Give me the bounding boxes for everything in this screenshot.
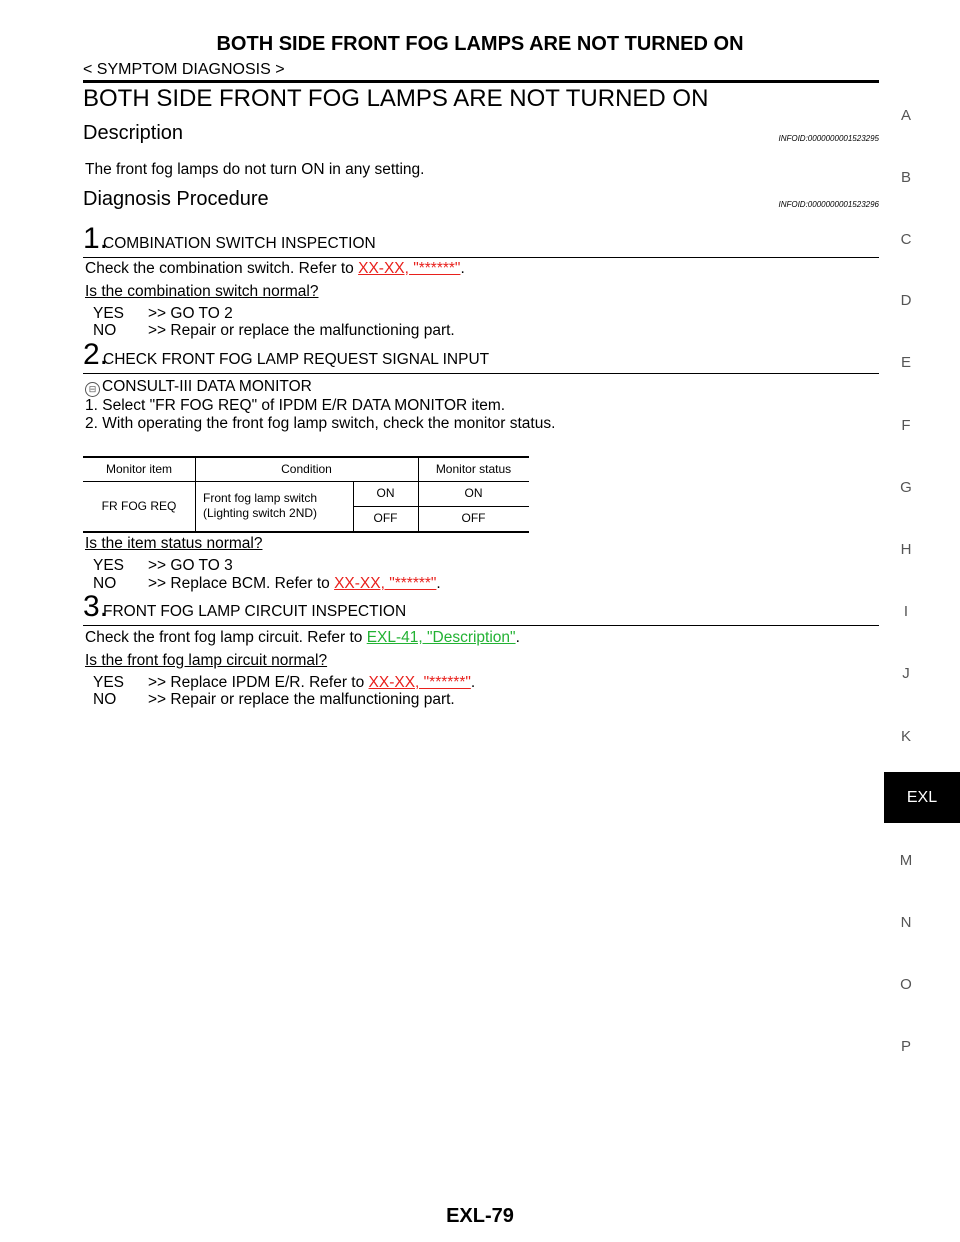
step1-yes-key: YES [93, 305, 125, 322]
table-header-condition: Condition [281, 462, 332, 476]
table-cell-status: ON [464, 486, 483, 500]
step3-text-prefix: Check the front fog lamp circuit. Refer … [85, 629, 367, 646]
step3-no-text: >> Repair or replace the malfunctioning … [148, 691, 455, 708]
step2-no: NO >> Replace BCM. Refer to XX-XX, "*****… [93, 575, 441, 593]
step1-number: 1. [83, 222, 109, 255]
step2-yes: YES >> GO TO 3 [93, 557, 233, 575]
step3-text-suffix: . [515, 629, 520, 646]
sidebar-index-i[interactable]: I [903, 603, 909, 620]
table-cell-item: FR FOG REQ [101, 499, 177, 513]
step2-no-text-prefix: >> Replace BCM. Refer to [148, 575, 335, 592]
step3-text: Check the front fog lamp circuit. Refer … [85, 629, 520, 647]
step3-link[interactable]: EXL-41, "Description" [366, 629, 516, 646]
step2-number: 2. [83, 338, 109, 371]
sidebar-index-b[interactable]: B [900, 169, 911, 186]
page-number: EXL-79 [446, 1205, 514, 1227]
step1-no: NO >> Repair or replace the malfunctionin… [93, 322, 455, 340]
step2-item1: 1. Select "FR FOG REQ" of IPDM E/R DATA … [85, 397, 506, 414]
sidebar-index-d[interactable]: D [900, 292, 912, 309]
description-text: The front fog lamps do not turn ON in an… [85, 161, 425, 178]
table-header-item: Monitor item [105, 462, 173, 476]
sidebar-index-m[interactable]: M [899, 852, 913, 869]
table-cell-condition-1: Front fog lamp switch [203, 491, 318, 505]
step1-yes: YES >> GO TO 2 [93, 305, 233, 323]
step3-no-key: NO [93, 691, 117, 708]
step1-title: COMBINATION SWITCH INSPECTION [103, 235, 376, 252]
page-title: BOTH SIDE FRONT FOG LAMPS ARE NOT TURNED… [83, 85, 709, 112]
table-vline-3 [418, 456, 419, 532]
sidebar-index-g[interactable]: G [900, 479, 912, 496]
sidebar-index-exl-active[interactable]: EXL [884, 772, 960, 823]
step1-text-prefix: Check the combination switch. Refer to [85, 260, 359, 277]
sidebar-index-a[interactable]: A [900, 107, 911, 124]
step3-yes: YES >> Replace IPDM E/R. Refer to XX-XX, … [93, 674, 475, 692]
table-rule-header [83, 481, 529, 482]
step1-text-suffix: . [460, 260, 465, 277]
procedure-title: Diagnosis Procedure [83, 188, 269, 210]
header-rule [83, 80, 879, 83]
step2-yes-text: >> GO TO 3 [148, 557, 233, 574]
sidebar-index-k[interactable]: K [900, 728, 911, 745]
table-rule-top [83, 456, 529, 458]
sidebar-index-c[interactable]: C [900, 231, 912, 248]
step3-yes-text-suffix: . [470, 674, 476, 691]
table-cell-status: OFF [461, 511, 486, 525]
table-rule-bottom [83, 531, 529, 533]
sidebar-index-o[interactable]: O [900, 976, 912, 993]
table-rule-mid [353, 506, 529, 507]
step2-consult: ⊟ CONSULT-III DATA MONITOR [85, 378, 312, 397]
step3-yes-key: YES [93, 674, 125, 691]
page-header-title: BOTH SIDE FRONT FOG LAMPS ARE NOT TURNED… [216, 33, 744, 55]
step2-yes-key: YES [93, 557, 125, 574]
table-vline-2 [353, 481, 354, 532]
step3-heading: 3. FRONT FOG LAMP CIRCUIT INSPECTION [83, 590, 879, 626]
step3-yes-text-prefix: >> Replace IPDM E/R. Refer to [148, 674, 369, 691]
step3-title: FRONT FOG LAMP CIRCUIT INSPECTION [103, 603, 407, 620]
breadcrumb: < SYMPTOM DIAGNOSIS > [83, 61, 285, 78]
table-vline-1 [195, 456, 196, 532]
step1-yes-text: >> GO TO 2 [148, 305, 233, 322]
step3-number: 3. [83, 590, 109, 623]
sidebar-index-h[interactable]: H [900, 541, 912, 558]
step3-question: Is the front fog lamp circuit normal? [85, 652, 328, 669]
monitor-table: Monitor item Condition Monitor status FR… [83, 456, 529, 534]
step2-no-key: NO [93, 575, 117, 592]
step2-heading: 2. CHECK FRONT FOG LAMP REQUEST SIGNAL I… [83, 338, 879, 374]
table-cell-condition-2: (Lighting switch 2ND) [203, 506, 318, 520]
sidebar-index-f[interactable]: F [901, 417, 911, 434]
step2-question: Is the item status normal? [85, 535, 263, 552]
step2-title: CHECK FRONT FOG LAMP REQUEST SIGNAL INPU… [103, 351, 490, 368]
consult-icon: ⊟ [85, 382, 100, 397]
sidebar-index-n[interactable]: N [900, 914, 912, 931]
sidebar-index-p[interactable]: P [900, 1038, 911, 1055]
sidebar-index-e[interactable]: E [900, 354, 911, 371]
step1-heading: 1. COMBINATION SWITCH INSPECTION [83, 222, 879, 258]
sidebar-index-j[interactable]: J [902, 665, 910, 682]
table-header-status: Monitor status [435, 462, 512, 476]
step2-no-link[interactable]: XX-XX, "******" [334, 575, 437, 592]
step1-link[interactable]: XX-XX, "******" [358, 260, 461, 277]
description-infoid: INFOID:0000000001523295 [778, 134, 879, 143]
step1-no-text: >> Repair or replace the malfunctioning … [148, 322, 455, 339]
step1-no-key: NO [93, 322, 117, 339]
step2-item2: 2. With operating the front fog lamp swi… [85, 415, 556, 432]
step3-no: NO >> Repair or replace the malfunctionin… [93, 691, 455, 709]
description-title: Description [83, 122, 184, 144]
step2-consult-label: CONSULT-III DATA MONITOR [102, 378, 312, 395]
step3-yes-link[interactable]: XX-XX, "******" [368, 674, 471, 691]
step2-no-text-suffix: . [436, 575, 441, 592]
step1-question: Is the combination switch normal? [85, 283, 319, 300]
procedure-infoid: INFOID:0000000001523296 [778, 200, 879, 209]
table-cell-state: ON [376, 486, 395, 500]
table-cell-state: OFF [373, 511, 398, 525]
step1-text: Check the combination switch. Refer to X… [85, 260, 465, 278]
